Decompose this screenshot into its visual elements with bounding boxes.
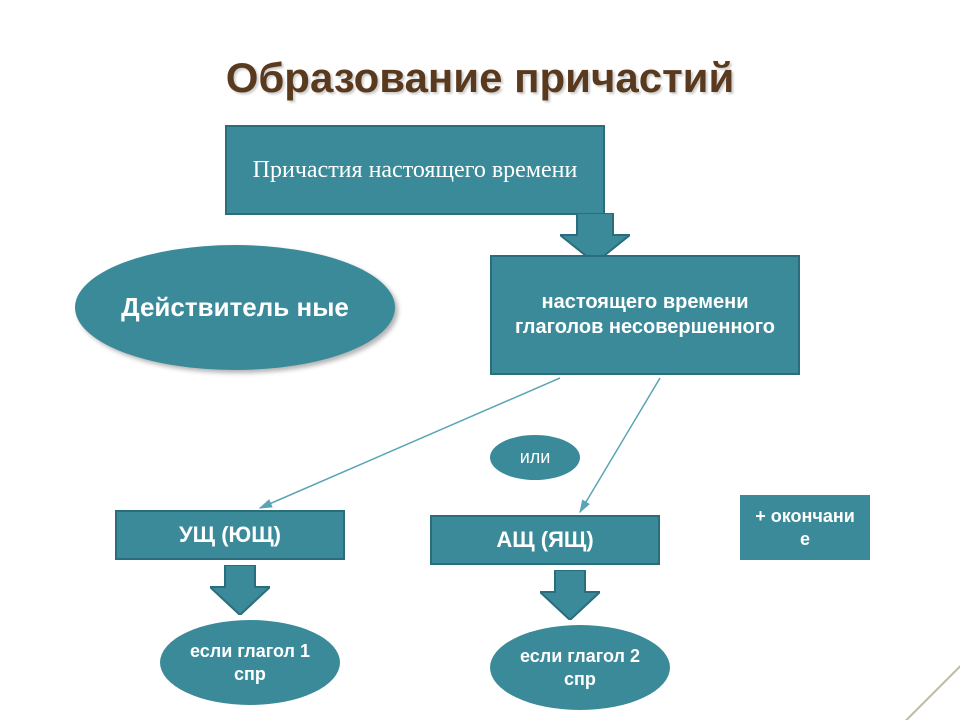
ellipse-active: Действитель ные (75, 245, 395, 370)
page-curl-decoration (905, 665, 960, 720)
condition-ellipse-1: если глагол 1 спр (160, 620, 340, 705)
or-ellipse: или (490, 435, 580, 480)
suffix-box-2: АЩ (ЯЩ) (430, 515, 660, 565)
condition-ellipse-2: если глагол 2 спр (490, 625, 670, 710)
header-box: Причастия настоящего времени (225, 125, 605, 215)
suffix-box-1: УЩ (ЮЩ) (115, 510, 345, 560)
block-arrow-3 (540, 570, 600, 620)
diagram-canvas: Образование причастий Причастия настояще… (0, 0, 960, 720)
block-arrow-2 (210, 565, 270, 615)
box-basis: настоящего времени глаголов несовершенно… (490, 255, 800, 375)
main-title: Образование причастий (180, 28, 780, 128)
ending-box: + окончани е (740, 495, 870, 560)
